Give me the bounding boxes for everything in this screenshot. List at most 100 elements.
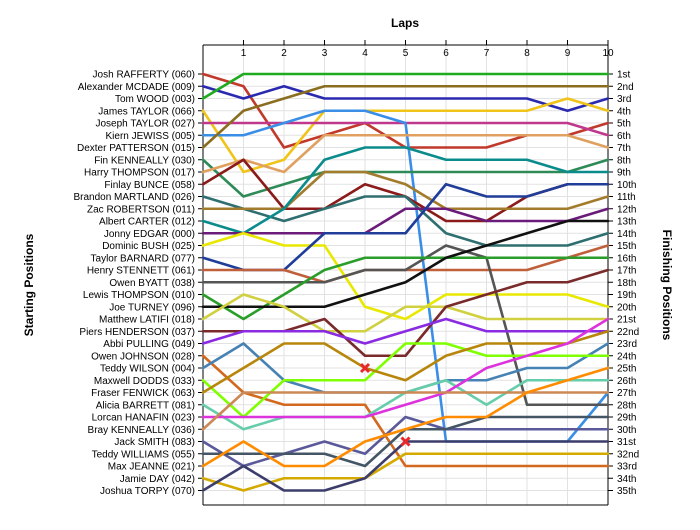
x-tick-label: 8	[524, 48, 530, 59]
driver-series-line	[201, 391, 610, 431]
x-tick-label: 2	[281, 48, 287, 59]
starting-position-label: Fraser FENWICK (063)	[91, 388, 195, 399]
y-axis-label-right: Finishing Positions	[660, 230, 674, 341]
finishing-position-label: 26th	[617, 376, 636, 387]
finishing-position-label: 16th	[617, 253, 636, 264]
finishing-position-label: 19th	[617, 290, 636, 301]
starting-position-label: Lewis THOMPSON (010)	[83, 290, 195, 301]
starting-position-label: Joe TURNEY (096)	[109, 302, 195, 313]
finishing-position-label: 4th	[617, 106, 631, 117]
finishing-position-label: 32nd	[617, 449, 639, 460]
starting-position-label: Piers HENDERSON (037)	[79, 327, 195, 338]
finishing-position-label: 11th	[617, 192, 636, 203]
finishing-position-label: 3rd	[617, 94, 631, 105]
driver-series-line	[201, 170, 610, 211]
starting-position-label: Albert CARTER (012)	[99, 217, 195, 228]
driver-series-line	[201, 354, 610, 468]
finishing-position-label: 23rd	[617, 339, 637, 350]
starting-position-label: Joseph TAYLOR (027)	[96, 119, 196, 130]
finishing-position-label: 28th	[617, 400, 636, 411]
driver-series-line	[201, 329, 610, 394]
x-tick-label: 9	[565, 48, 571, 59]
finishing-position-label: 22nd	[617, 327, 639, 338]
driver-series-line	[201, 158, 610, 198]
finishing-position-label: 17th	[617, 266, 636, 277]
x-tick-label: 3	[322, 48, 328, 59]
finishing-position-label: 35th	[617, 486, 636, 497]
starting-position-label: Lorcan HANAFIN (023)	[92, 413, 195, 424]
finishing-position-label: 5th	[617, 119, 631, 130]
starting-position-label: Brandon MARTLAND (026)	[73, 192, 195, 203]
starting-position-label: Owen JOHNSON (028)	[91, 351, 195, 362]
starting-position-label: Owen BYATT (038)	[109, 278, 195, 289]
driver-series-line	[201, 366, 610, 468]
driver-series-line	[201, 231, 610, 321]
finishing-position-label: 34th	[617, 474, 636, 485]
chart-title: Laps	[391, 16, 419, 30]
x-tick-label: 6	[443, 48, 449, 59]
driver-series-line	[201, 133, 610, 174]
starting-position-label: Abbi PULLING (049)	[103, 339, 195, 350]
starting-position-label: James TAYLOR (066)	[98, 106, 195, 117]
retirement-marker	[400, 436, 411, 447]
plot-area: 1 2 3 4 5 6 7 8 9 10 Josh RAFFERTY (060) 1st Alexand…	[73, 40, 639, 506]
driver-series-line	[201, 207, 610, 235]
starting-position-label: Alicia BARRETT (081)	[96, 400, 195, 411]
finishing-position-label: 8th	[617, 155, 631, 166]
driver-series-line	[201, 317, 610, 345]
starting-position-label: Alexander MCDADE (009)	[78, 82, 195, 93]
finishing-position-label: 15th	[617, 241, 636, 252]
driver-series-line	[201, 293, 610, 333]
starting-position-label: Matthew LATIFI (018)	[99, 315, 195, 326]
starting-position-label: Jamie DAY (042)	[120, 474, 195, 485]
starting-position-label: Jonny EDGAR (000)	[104, 229, 195, 240]
finishing-position-label: 6th	[617, 131, 631, 142]
driver-series-line	[201, 84, 610, 149]
starting-position-label: Max JEANNE (021)	[108, 462, 195, 473]
starting-position-label: Taylor BARNARD (077)	[91, 253, 195, 264]
finishing-position-label: 18th	[617, 278, 636, 289]
finishing-position-label: 33rd	[617, 462, 637, 473]
starting-position-label: Josh RAFFERTY (060)	[93, 70, 195, 81]
finishing-position-label: 7th	[617, 143, 631, 154]
finishing-position-label: 30th	[617, 425, 636, 436]
driver-series-line	[201, 97, 610, 174]
x-tick-label: 1	[241, 48, 247, 59]
starting-position-label: Teddy WILLIAMS (055)	[92, 449, 195, 460]
finishing-position-label: 14th	[617, 229, 636, 240]
starting-position-label: Teddy WILSON (004)	[100, 364, 195, 375]
x-tick-label: 7	[484, 48, 490, 59]
driver-series-line	[201, 219, 610, 309]
finishing-position-label: 9th	[617, 168, 631, 179]
driver-series-line	[201, 317, 610, 419]
x-tick-label: 5	[403, 48, 409, 59]
finishing-position-label: 12th	[617, 204, 636, 215]
starting-position-label: Dominic BUSH (025)	[102, 241, 195, 252]
finishing-position-label: 31st	[617, 437, 636, 448]
starting-position-label: Joshua TORPY (070)	[100, 486, 195, 497]
starting-position-label: Tom WOOD (003)	[115, 94, 195, 105]
starting-position-label: Finlay BUNCE (058)	[104, 180, 195, 191]
finishing-position-label: 20th	[617, 302, 636, 313]
finishing-position-label: 24th	[617, 351, 636, 362]
finishing-position-label: 21st	[617, 315, 636, 326]
finishing-position-label: 27th	[617, 388, 636, 399]
finishing-position-label: 29th	[617, 413, 636, 424]
starting-position-label: Bray KENNEALLY (036)	[88, 425, 195, 436]
starting-position-label: Harry THOMPSON (017)	[84, 168, 195, 179]
finishing-position-label: 2nd	[617, 82, 634, 93]
driver-series-line	[201, 146, 610, 235]
y-axis-label-left: Starting Positions	[22, 233, 36, 336]
finishing-position-label: 1st	[617, 70, 631, 81]
starting-position-label: Henry STENNETT (061)	[87, 266, 195, 277]
finishing-position-label: 10th	[617, 180, 636, 191]
driver-series-line	[201, 84, 610, 113]
starting-position-label: Jack SMITH (083)	[114, 437, 195, 448]
starting-position-label: Zac ROBERTSON (011)	[87, 204, 195, 215]
finishing-position-label: 25th	[617, 364, 636, 375]
starting-position-label: Kiern JEWISS (005)	[106, 131, 195, 142]
driver-series-line	[201, 72, 610, 100]
starting-position-label: Dexter PATTERSON (015)	[77, 143, 195, 154]
